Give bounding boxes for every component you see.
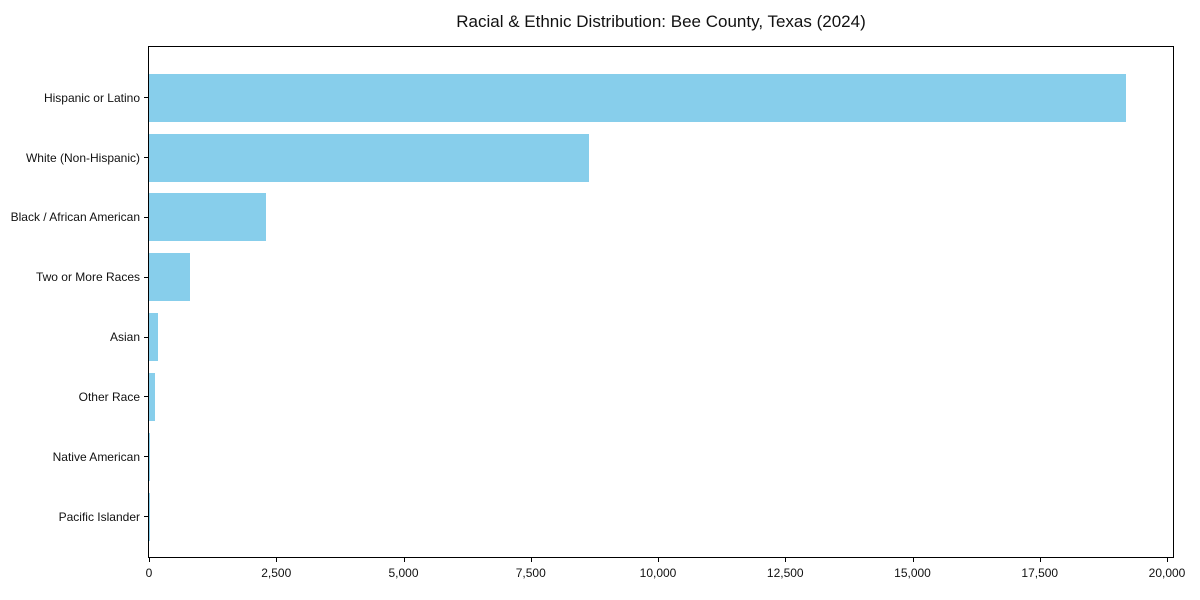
x-axis-tick-label: 10,000 — [639, 566, 677, 580]
y-axis-label: Black / African American — [10, 210, 140, 225]
y-axis-tick — [144, 336, 149, 338]
bar — [149, 313, 159, 362]
bar — [149, 73, 1127, 122]
y-axis-label: Asian — [109, 330, 140, 345]
y-axis-tick — [144, 516, 149, 518]
plot-area: Hispanic or Latino White (Non-Hispanic) Bl… — [11, 46, 1185, 580]
y-axis-label: Pacific Islander — [58, 509, 140, 524]
y-axis-label: Hispanic or Latino — [43, 90, 140, 105]
y-axis-label: Other Race — [78, 389, 140, 404]
x-axis-tick — [403, 557, 405, 562]
x-axis-tick-label: 17,500 — [1021, 566, 1059, 580]
bar — [149, 372, 155, 421]
x-axis-tick — [149, 557, 150, 562]
x-axis-tick-label: 7,500 — [515, 566, 546, 580]
x-axis-tick-label: 15,000 — [894, 566, 931, 580]
bar — [149, 253, 190, 302]
y-axis-label: Two or More Races — [35, 270, 140, 285]
x-axis-tick-label: 5,000 — [388, 566, 419, 580]
bar — [149, 432, 150, 481]
y-axis-label: Native American — [52, 449, 140, 464]
y-axis-tick — [144, 157, 149, 159]
x-axis-tick-label: 2,500 — [261, 566, 292, 580]
y-axis-tick — [144, 456, 149, 458]
y-axis-tick — [144, 396, 149, 398]
y-axis-tick — [144, 216, 149, 218]
chart-title: Racial & Ethnic Distribution: Bee County… — [456, 12, 866, 31]
x-axis-tick — [785, 557, 787, 562]
bar — [149, 193, 267, 242]
bar — [149, 133, 589, 182]
x-axis-tick-label: 0 — [145, 566, 153, 580]
x-axis-tick — [912, 557, 914, 562]
x-axis-tick — [276, 557, 278, 562]
x-axis-tick-label: 20,000 — [1148, 566, 1186, 580]
x-axis-tick — [658, 557, 659, 562]
y-axis-label: White (Non-Hispanic) — [25, 150, 140, 165]
y-axis-tick — [144, 97, 149, 99]
x-axis-tick — [1167, 557, 1168, 562]
x-axis-tick — [1039, 557, 1041, 562]
x-axis-tick — [530, 557, 532, 562]
y-axis-tick — [144, 276, 149, 278]
x-axis-tick-label: 12,500 — [766, 566, 804, 580]
